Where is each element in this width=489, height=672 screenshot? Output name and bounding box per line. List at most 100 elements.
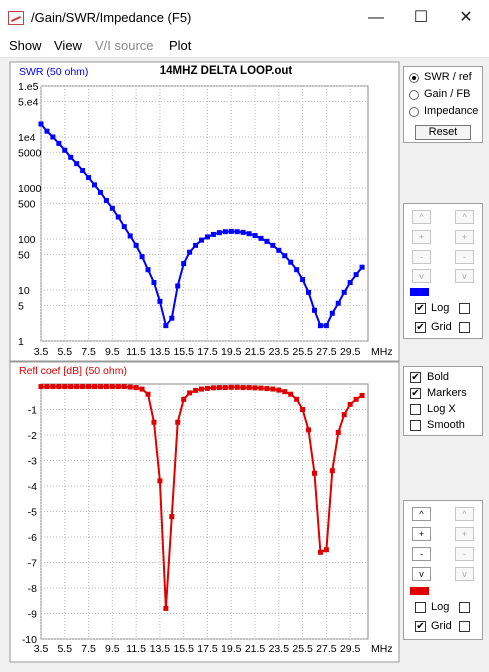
top-left-minus-button[interactable]: - <box>412 250 431 264</box>
data-point <box>323 547 329 553</box>
top-grid-left-checkbox[interactable]: ✔ <box>415 322 426 333</box>
gain-fb-option-label[interactable]: Gain / FB <box>424 88 471 100</box>
x-tick-label: 27.5 <box>316 643 337 655</box>
data-point <box>163 323 169 329</box>
smooth-label[interactable]: Smooth <box>427 419 465 431</box>
x-tick-label: 11.5 <box>126 346 146 358</box>
data-point <box>288 391 294 397</box>
data-point <box>50 134 56 140</box>
data-point <box>193 387 199 393</box>
data-point <box>187 249 193 255</box>
menu-view[interactable]: View <box>54 38 82 53</box>
bottom-log-label: Log <box>431 601 450 613</box>
data-point <box>264 386 270 392</box>
data-point <box>86 384 92 390</box>
x-tick-label: 21.5 <box>245 346 266 358</box>
reflection-coefficient-chart: 3.5 5.5 7.5 9.5 11.5 13.5 15.5 17.5 19.5 21.5 23.5… <box>19 365 393 655</box>
bottom-log-left-checkbox[interactable] <box>415 602 426 613</box>
bottom-right-down-button[interactable]: v <box>455 567 474 581</box>
x-tick-label: 15.5 <box>173 346 194 358</box>
data-point <box>264 238 270 244</box>
refl-trace-color-swatch[interactable] <box>410 587 429 595</box>
bottom-log-right-checkbox[interactable] <box>459 602 470 613</box>
bottom-right-minus-button[interactable]: - <box>455 547 474 561</box>
top-log-left-checkbox[interactable]: ✔ <box>415 303 426 314</box>
data-point <box>323 323 329 329</box>
y-tick-label: 10 <box>18 285 30 297</box>
minimize-button[interactable]: — <box>368 9 384 26</box>
data-point <box>109 384 115 390</box>
x-tick-label: 17.5 <box>197 346 218 358</box>
bottom-grid-right-checkbox[interactable] <box>459 621 470 632</box>
bottom-left-minus-button[interactable]: - <box>412 547 431 561</box>
markers-checkbox[interactable]: ✔ <box>410 388 421 399</box>
x-tick-label: 9.5 <box>105 346 120 358</box>
x-tick-label: 19.5 <box>221 643 242 655</box>
top-left-down-button[interactable]: v <box>412 269 431 283</box>
x-unit-label: MHz <box>371 346 393 358</box>
data-point <box>109 205 115 211</box>
y-tick-label: 1000 <box>18 183 42 195</box>
bottom-left-down-button[interactable]: v <box>412 567 431 581</box>
data-point <box>187 390 193 396</box>
data-point <box>38 384 44 390</box>
bottom-left-up-button[interactable]: ^ <box>412 507 431 521</box>
markers-label[interactable]: Markers <box>427 387 467 399</box>
top-grid-label: Grid <box>431 321 452 333</box>
swr-trace-color-swatch[interactable] <box>410 288 429 296</box>
top-left-plus-button[interactable]: + <box>412 230 431 244</box>
data-point <box>127 384 133 390</box>
smooth-checkbox[interactable] <box>410 420 421 431</box>
top-grid-right-checkbox[interactable] <box>459 322 470 333</box>
data-point <box>329 468 335 474</box>
menu-show[interactable]: Show <box>9 38 42 53</box>
data-point <box>216 230 222 236</box>
log-x-checkbox[interactable] <box>410 404 421 415</box>
data-point <box>282 253 288 259</box>
bottom-right-up-button[interactable]: ^ <box>455 507 474 521</box>
data-point <box>74 161 80 167</box>
swr-option-label[interactable]: SWR / ref <box>424 71 472 83</box>
top-right-plus-button[interactable]: + <box>455 230 474 244</box>
maximize-button[interactable]: ☐ <box>413 9 429 26</box>
bottom-grid-left-checkbox[interactable]: ✔ <box>415 621 426 632</box>
chart-title: 14MHZ DELTA LOOP.out <box>160 65 293 77</box>
x-tick-label: 25.5 <box>292 346 313 358</box>
x-tick-label: 3.5 <box>34 643 49 655</box>
data-point <box>169 315 175 321</box>
x-tick-label: 17.5 <box>197 643 218 655</box>
bold-label[interactable]: Bold <box>427 371 450 383</box>
data-point <box>240 229 246 235</box>
data-point <box>145 267 151 273</box>
data-point <box>157 478 163 484</box>
data-point <box>44 384 50 390</box>
impedance-radio[interactable] <box>409 107 419 117</box>
swr-radio[interactable] <box>409 73 419 83</box>
x-tick-label: 5.5 <box>57 346 72 358</box>
top-log-right-checkbox[interactable] <box>459 303 470 314</box>
data-point <box>353 396 359 402</box>
menu-plot[interactable]: Plot <box>169 38 192 53</box>
data-point <box>210 385 216 391</box>
plot-border <box>40 383 369 640</box>
top-right-minus-button[interactable]: - <box>455 250 474 264</box>
bottom-left-plus-button[interactable]: + <box>412 527 431 541</box>
series-line <box>41 385 363 609</box>
top-right-up-button[interactable]: ^ <box>455 210 474 224</box>
data-point <box>359 264 365 270</box>
close-button[interactable]: ✕ <box>459 9 473 26</box>
bold-checkbox[interactable]: ✔ <box>410 372 421 383</box>
impedance-option-label[interactable]: Impedance <box>424 105 479 117</box>
data-point <box>228 228 234 234</box>
top-right-down-button[interactable]: v <box>455 269 474 283</box>
menu-vi-source[interactable]: V/I source <box>95 38 154 53</box>
data-point <box>97 384 103 390</box>
top-left-up-button[interactable]: ^ <box>412 210 431 224</box>
data-point <box>311 470 317 476</box>
y-tick-label: -10 <box>22 634 37 646</box>
data-point <box>139 386 145 392</box>
bottom-right-plus-button[interactable]: + <box>455 527 474 541</box>
reset-button[interactable]: Reset <box>415 125 471 140</box>
gain-fb-radio[interactable] <box>409 90 419 100</box>
log-x-label[interactable]: Log X <box>427 403 456 415</box>
